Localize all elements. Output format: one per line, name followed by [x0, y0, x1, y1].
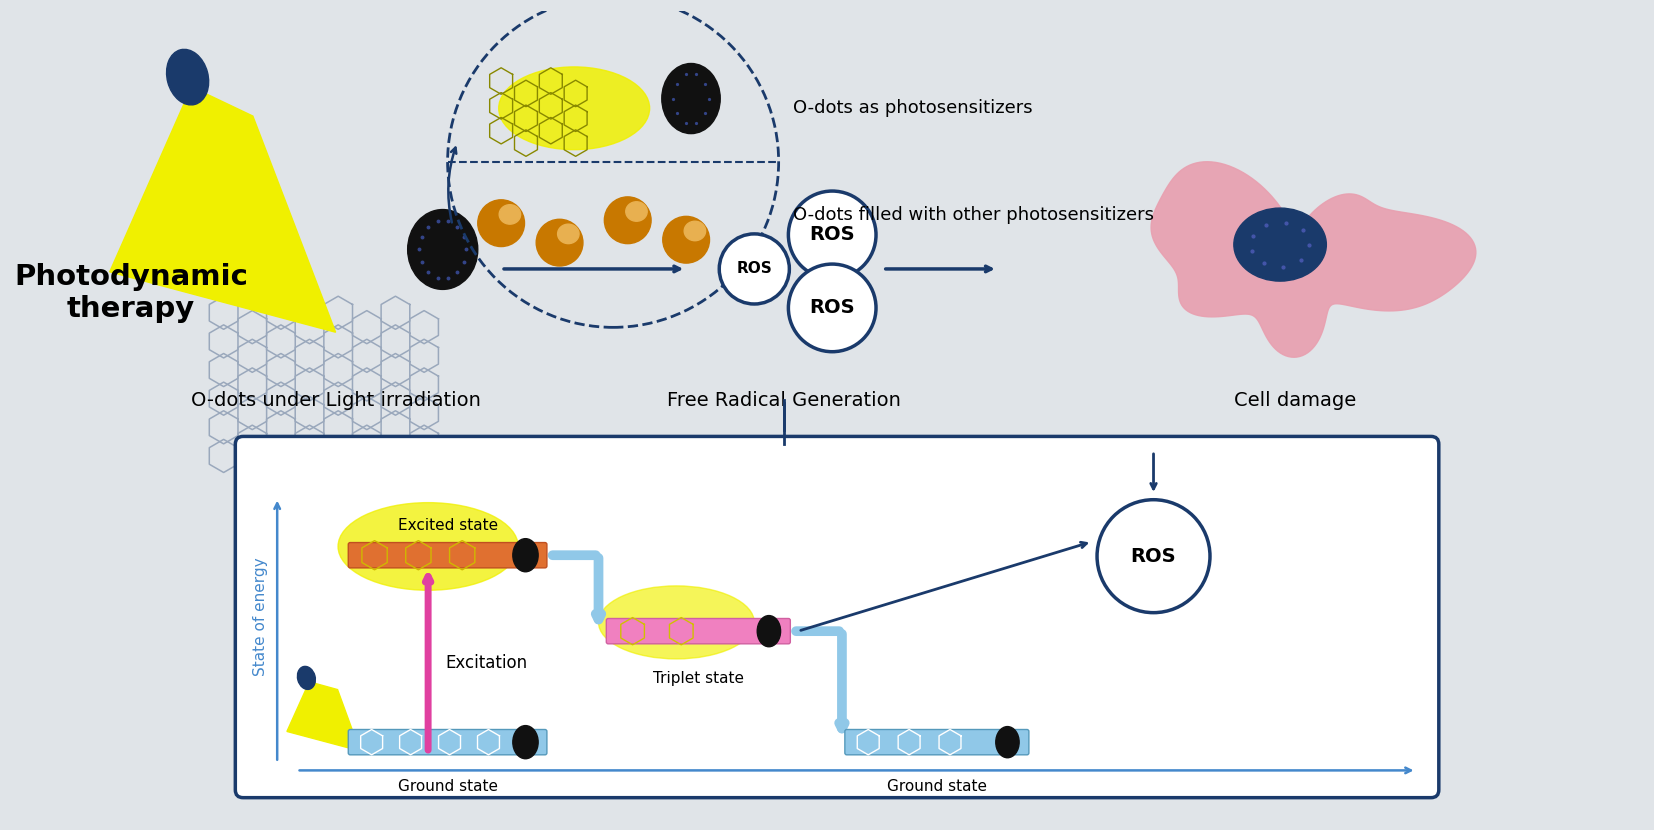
Text: Ground state: Ground state: [887, 779, 987, 794]
Ellipse shape: [167, 49, 208, 105]
Ellipse shape: [513, 539, 538, 572]
Ellipse shape: [996, 726, 1019, 758]
Circle shape: [1097, 500, 1211, 613]
Ellipse shape: [557, 224, 579, 244]
Text: ROS: ROS: [809, 299, 855, 317]
Ellipse shape: [758, 616, 781, 647]
Text: ROS: ROS: [1131, 547, 1176, 566]
Ellipse shape: [536, 219, 582, 266]
Ellipse shape: [625, 202, 647, 222]
Ellipse shape: [337, 503, 518, 590]
Text: Triplet state: Triplet state: [653, 671, 744, 686]
Circle shape: [719, 234, 789, 304]
Text: Excitation: Excitation: [445, 654, 528, 672]
Polygon shape: [1151, 162, 1475, 357]
Text: Excited state: Excited state: [397, 518, 498, 533]
Text: State of energy: State of energy: [253, 558, 268, 676]
Text: O-dots filled with other photosensitizers: O-dots filled with other photosensitizer…: [794, 207, 1154, 224]
Text: Ground state: Ground state: [397, 779, 498, 794]
Text: Photodynamic
therapy: Photodynamic therapy: [15, 263, 248, 324]
Ellipse shape: [663, 217, 710, 263]
Text: ROS: ROS: [736, 261, 772, 276]
Circle shape: [789, 264, 877, 352]
Text: O-dots as photosensitizers: O-dots as photosensitizers: [794, 100, 1032, 117]
FancyBboxPatch shape: [349, 543, 547, 568]
FancyBboxPatch shape: [607, 618, 791, 644]
Ellipse shape: [478, 200, 524, 247]
FancyBboxPatch shape: [349, 730, 547, 754]
Ellipse shape: [500, 67, 650, 149]
Ellipse shape: [662, 63, 719, 134]
Ellipse shape: [407, 209, 478, 290]
Ellipse shape: [1234, 208, 1327, 281]
Text: Cell damage: Cell damage: [1234, 391, 1356, 410]
Ellipse shape: [513, 725, 538, 759]
Ellipse shape: [298, 666, 316, 690]
Ellipse shape: [599, 586, 754, 659]
Circle shape: [789, 191, 877, 279]
Text: ROS: ROS: [809, 226, 855, 244]
Ellipse shape: [685, 222, 706, 241]
Text: Free Radical Generation: Free Radical Generation: [667, 391, 900, 410]
Polygon shape: [286, 681, 361, 751]
Ellipse shape: [604, 197, 652, 244]
Polygon shape: [109, 87, 336, 332]
Text: O-dots under Light irradiation: O-dots under Light irradiation: [190, 391, 481, 410]
FancyBboxPatch shape: [235, 437, 1439, 798]
FancyBboxPatch shape: [845, 730, 1029, 754]
Ellipse shape: [500, 205, 521, 224]
